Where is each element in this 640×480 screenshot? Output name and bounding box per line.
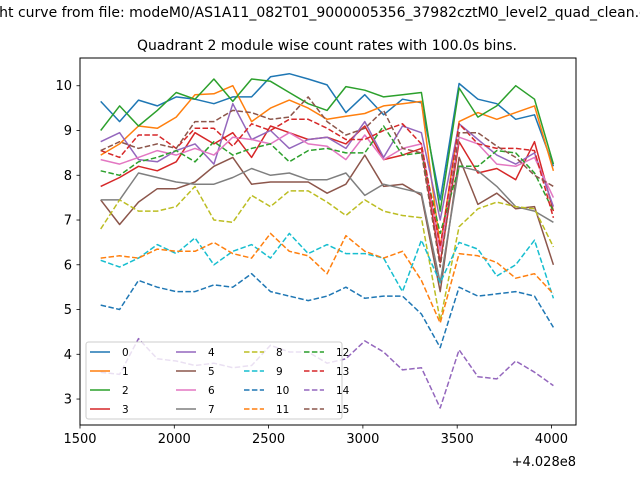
x-tick-label: 2000 bbox=[158, 432, 191, 447]
series-line-5 bbox=[100, 154, 555, 293]
legend-label-14: 14 bbox=[336, 385, 350, 397]
legend-label-13: 13 bbox=[336, 366, 349, 378]
series-line-1 bbox=[100, 84, 555, 248]
y-tick-label: 9 bbox=[64, 124, 72, 139]
legend-label-12: 12 bbox=[336, 347, 349, 359]
x-axis-offset-label: +4.028e8 bbox=[512, 455, 576, 470]
y-tick-label: 8 bbox=[64, 169, 72, 184]
chart-title: Quadrant 2 module wise count rates with … bbox=[137, 38, 517, 54]
legend-label-4: 4 bbox=[208, 347, 215, 359]
legend-label-9: 9 bbox=[276, 366, 283, 378]
legend-label-10: 10 bbox=[276, 385, 289, 397]
x-tick-label: 4000 bbox=[535, 432, 568, 447]
plot-area bbox=[100, 72, 555, 409]
legend-label-1: 1 bbox=[122, 366, 129, 378]
series-line-15 bbox=[100, 96, 554, 268]
series-line-8 bbox=[100, 185, 555, 322]
series-line-12 bbox=[100, 125, 555, 235]
legend-label-5: 5 bbox=[208, 366, 215, 378]
legend-frame bbox=[85, 341, 343, 420]
legend-label-0: 0 bbox=[122, 347, 129, 359]
series-line-11 bbox=[100, 232, 554, 324]
x-axis: 1500 2000 2500 3000 3500 4000 bbox=[63, 425, 568, 447]
y-tick-label: 7 bbox=[64, 214, 72, 229]
y-tick-label: 5 bbox=[64, 303, 72, 318]
series-line-9 bbox=[100, 232, 555, 299]
legend-label-7: 7 bbox=[208, 404, 215, 416]
x-tick-label: 1500 bbox=[63, 432, 96, 447]
x-tick-label: 2500 bbox=[252, 432, 285, 447]
y-tick-label: 6 bbox=[64, 258, 72, 273]
axes-frame bbox=[79, 57, 577, 426]
y-tick-label: 10 bbox=[55, 79, 72, 94]
x-tick-label: 3000 bbox=[346, 432, 379, 447]
legend-label-11: 11 bbox=[276, 404, 289, 416]
y-tick-label: 3 bbox=[64, 393, 72, 408]
legend-label-8: 8 bbox=[276, 347, 283, 359]
series-line-0 bbox=[100, 72, 555, 201]
series-line-2 bbox=[100, 78, 555, 212]
y-axis: 3 4 5 6 7 8 9 10 bbox=[55, 79, 80, 408]
figure-suptitle: Light curve from file: modeM0/AS1A11_082… bbox=[0, 5, 640, 21]
y-tick-label: 4 bbox=[64, 348, 72, 363]
legend-label-2: 2 bbox=[122, 385, 129, 397]
series-line-7 bbox=[100, 165, 554, 284]
legend-label-6: 6 bbox=[208, 385, 215, 397]
x-tick-label: 3500 bbox=[441, 432, 474, 447]
legend-label-15: 15 bbox=[336, 404, 349, 416]
legend-label-3: 3 bbox=[122, 404, 129, 416]
